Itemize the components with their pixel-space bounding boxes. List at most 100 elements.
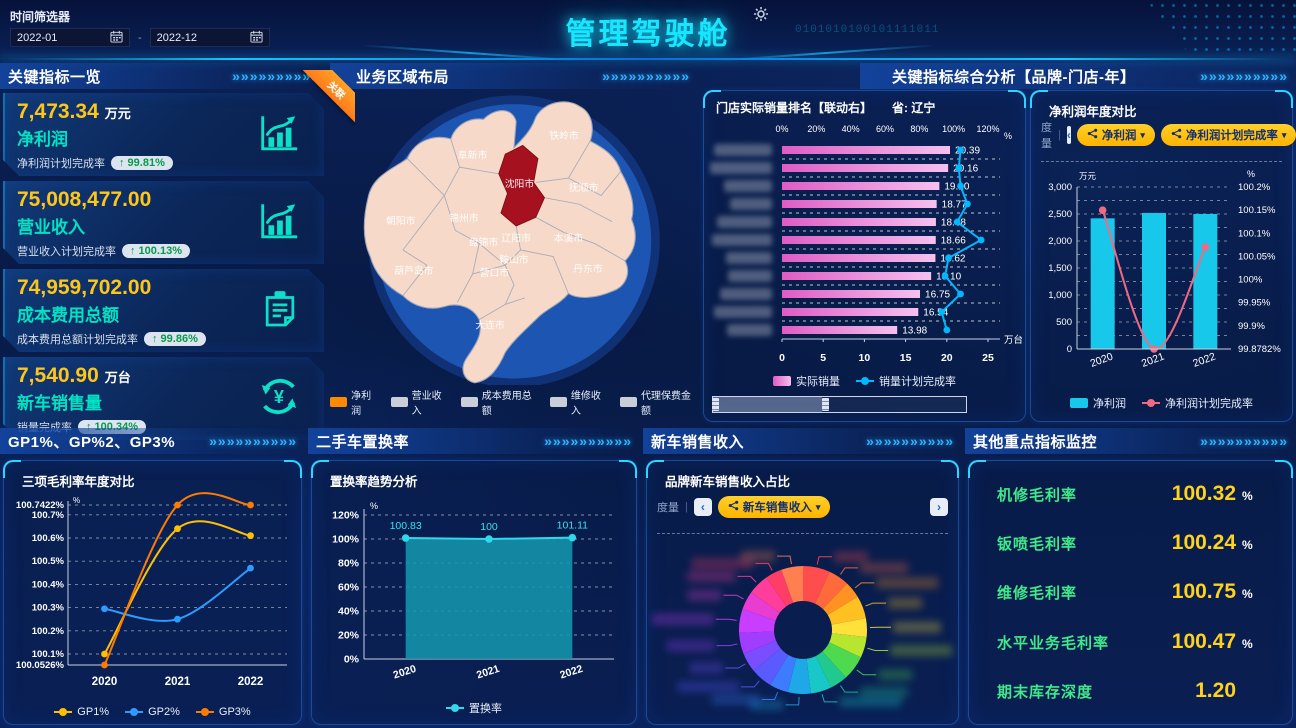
kpi-card[interactable]: 74,959,702.00 成本费用总额 成本费用总额计划完成率 ↑ 99.86%	[3, 269, 324, 352]
calendar-icon[interactable]	[250, 30, 263, 46]
city-label[interactable]: 朝阳市	[386, 214, 416, 227]
kpi-card[interactable]: 7,473.34 万元 净利润 净利润计划完成率 ↑ 99.81%	[3, 93, 324, 176]
kpi-name: 成本费用总额	[17, 306, 119, 325]
replace-chart-title: 置换率趋势分析	[330, 475, 418, 489]
measure-pill-label: 净利润	[1101, 130, 1137, 142]
city-label[interactable]: 营口市	[480, 266, 510, 279]
clipboard-icon	[258, 286, 302, 335]
date-from-input[interactable]: 2022-01	[10, 28, 130, 47]
legend-line	[54, 708, 73, 716]
city-label[interactable]: 大连市	[475, 318, 505, 331]
share-icon	[1087, 128, 1098, 142]
pills-prev-button[interactable]: ‹	[1066, 126, 1071, 144]
legend-swatch	[330, 397, 348, 407]
scrollbar-thumb[interactable]	[713, 397, 822, 412]
gear-icon[interactable]	[753, 6, 769, 27]
city-label[interactable]: 沈阳市	[505, 177, 535, 190]
chevron-down-icon: ▾	[1281, 129, 1287, 140]
legend-label: 维修收入	[570, 391, 601, 417]
svg-text:500: 500	[1056, 317, 1072, 328]
city-label[interactable]: 铁岭市	[549, 129, 579, 142]
city-label[interactable]: 葫芦岛市	[394, 264, 433, 277]
province-map[interactable]: 铁岭市阜新市沈阳市 抚顺市朝阳市 锦州市盘锦市 辽阳市 本溪市鞍山市 营口市 丹东市 葫芦岛市…	[336, 91, 692, 388]
profit-year-legend: 净利润 净利润计划完成率	[1031, 395, 1292, 411]
store-rank-titles: 门店实际销量排名【联动右】 省: 辽宁	[716, 99, 935, 116]
svg-text:%: %	[73, 496, 80, 505]
svg-text:99.9%: 99.9%	[1238, 321, 1265, 332]
highlighted-city-shenyang[interactable]	[498, 144, 545, 227]
store-rank-scrollbar[interactable]	[712, 396, 967, 413]
map-legend-item[interactable]: 维修收入	[549, 387, 609, 417]
date-to-input[interactable]: 2022-12	[149, 28, 270, 47]
pills-prev-button[interactable]: ‹	[693, 498, 712, 516]
kpi-unit: 万元	[104, 106, 131, 121]
svg-text:60%: 60%	[876, 124, 894, 134]
city-label[interactable]: 盘锦市	[469, 236, 499, 249]
scrollbar-handle-right[interactable]	[821, 398, 829, 411]
legend-label: 代理保费金额	[640, 391, 691, 417]
dimension-label: 度量	[657, 502, 679, 514]
svg-text:万元: 万元	[1079, 171, 1097, 181]
legend-item[interactable]: GP2%	[125, 706, 180, 718]
metric-value: 100.75	[1171, 580, 1236, 604]
kpi-name: 新车销售量	[17, 394, 102, 413]
metric-unit: %	[1242, 488, 1253, 503]
city-label[interactable]: 丹东市	[573, 262, 603, 275]
city-label[interactable]: 抚顺市	[569, 181, 599, 194]
city-label[interactable]: 鞍山市	[499, 253, 529, 266]
measure-pill[interactable]: 新车销售收入 ▾	[717, 496, 831, 518]
calendar-icon[interactable]	[110, 30, 123, 46]
monitor-card: 机修毛利率 100.32% 钣喷毛利率 100.24% 维修毛利率 100.75% 水平业务…	[968, 460, 1293, 725]
legend-item[interactable]: GP3%	[195, 706, 251, 718]
legend-swatch	[773, 376, 791, 386]
kpi-completion-badge: ↑ 99.81%	[111, 156, 173, 170]
legend-item[interactable]: GP1%	[54, 706, 109, 718]
store-rank-chart[interactable]: 0% 20% 40% 60% 80% 100% 120%% 20.39 20.16 19.10 18…	[706, 117, 1023, 369]
legend-label: 净利润计划完成率	[1165, 398, 1253, 410]
divider: |	[685, 501, 688, 513]
city-label[interactable]: 锦州市	[449, 212, 479, 225]
pills-next-button[interactable]: ›	[930, 498, 948, 516]
svg-text:1,500: 1,500	[1048, 263, 1072, 274]
scrollbar-handle-left[interactable]	[712, 398, 719, 411]
legend-label: GP3%	[218, 706, 251, 718]
map-legend-item[interactable]: 营业收入	[390, 387, 450, 417]
legend-label: 置换率	[469, 703, 502, 715]
svg-text:60%: 60%	[338, 582, 360, 594]
svg-text:%: %	[1247, 169, 1255, 179]
metric-label: 机修毛利率	[997, 486, 1078, 504]
svg-text:2020: 2020	[392, 663, 418, 682]
svg-text:100.1%: 100.1%	[32, 649, 65, 660]
svg-text:100%: 100%	[942, 124, 965, 134]
svg-text:100.5%: 100.5%	[32, 556, 65, 567]
city-label[interactable]: 辽阳市	[501, 231, 531, 244]
svg-text:0: 0	[779, 352, 785, 364]
kpi-sub-label: 营业收入计划完成率	[17, 246, 116, 258]
analysis-panel-title: 关键指标综合分析【品牌-门店-年】	[892, 68, 1136, 86]
kpi-card[interactable]: 75,008,477.00 营业收入 营业收入计划完成率 ↑ 100.13%	[3, 181, 324, 264]
metric-row: 水平业务毛利率 100.47%	[969, 630, 1292, 654]
map-legend-item[interactable]: 净利润	[330, 387, 380, 417]
newcar-chart-title: 品牌新车销售收入占比	[665, 475, 791, 489]
map-legend-item[interactable]: 代理保费金额	[619, 387, 698, 417]
newcar-panel-header: 新车销售收入 »»»»»»»»»»	[643, 428, 962, 454]
svg-text:2020: 2020	[92, 676, 118, 688]
kpi-card[interactable]: 7,540.90万台新车销售量销量完成率↑ 100.34%¥	[3, 357, 324, 440]
svg-text:¥: ¥	[274, 387, 285, 407]
measure-pill[interactable]: 净利润计划完成率 ▾	[1160, 124, 1296, 146]
city-label[interactable]: 阜新市	[458, 149, 488, 162]
store-rank-region: 省: 辽宁	[892, 101, 936, 115]
svg-text:100.1%: 100.1%	[1238, 228, 1271, 239]
city-label[interactable]: 本溪市	[554, 231, 584, 244]
metric-value: 1.20	[1195, 679, 1236, 703]
chevrons-decoration: »»»»»»»»»»	[1200, 433, 1288, 449]
map-legend-item[interactable]: 成本费用总额	[460, 387, 539, 417]
kpi-sub-label: 净利润计划完成率	[17, 158, 105, 170]
measure-pill[interactable]: 净利润 ▾	[1076, 124, 1155, 146]
metric-label: 维修毛利率	[997, 585, 1078, 603]
legend-swatch	[1070, 398, 1088, 408]
province-outline[interactable]	[363, 101, 636, 384]
svg-text:25: 25	[982, 352, 994, 364]
